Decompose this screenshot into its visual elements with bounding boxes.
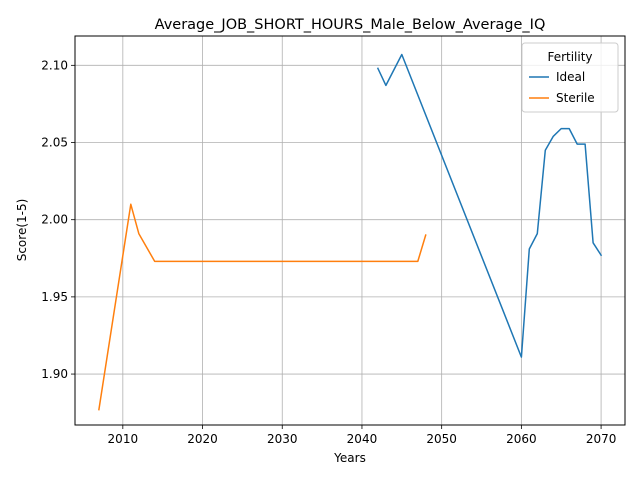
grid — [75, 36, 625, 425]
x-tick-label: 2060 — [506, 432, 537, 446]
y-axis-ticks: 1.90 1.95 2.00 2.05 2.10 — [41, 58, 75, 381]
legend: Fertility Ideal Sterile — [521, 42, 619, 113]
x-tick-label: 2030 — [267, 432, 298, 446]
plot-frame — [74, 35, 626, 426]
legend-box — [521, 42, 619, 113]
series-line-ideal — [376, 53, 603, 358]
x-axis-ticks: 2010 2020 2030 2040 2050 2060 2070 — [108, 425, 617, 446]
x-tick-label: 2010 — [108, 432, 139, 446]
x-tick-label: 2040 — [347, 432, 378, 446]
y-tick-label: 2.00 — [41, 213, 68, 227]
legend-label-sterile: Sterile — [556, 91, 595, 105]
x-tick-label: 2070 — [586, 432, 617, 446]
y-tick-label: 2.10 — [41, 58, 68, 72]
y-tick-label: 1.90 — [41, 367, 68, 381]
legend-title: Fertility — [547, 50, 592, 64]
chart-title: Average_JOB_SHORT_HOURS_Male_Below_Avera… — [155, 17, 546, 33]
y-tick-label: 2.05 — [41, 136, 68, 150]
x-tick-label: 2050 — [426, 432, 457, 446]
x-tick-label: 2020 — [187, 432, 218, 446]
y-axis-label: Score(1-5) — [15, 199, 29, 262]
series-layer — [98, 53, 603, 411]
x-axis-label: Years — [333, 451, 366, 465]
legend-label-ideal: Ideal — [556, 70, 585, 84]
series-line-sterile — [98, 203, 427, 411]
y-tick-label: 1.95 — [41, 290, 68, 304]
